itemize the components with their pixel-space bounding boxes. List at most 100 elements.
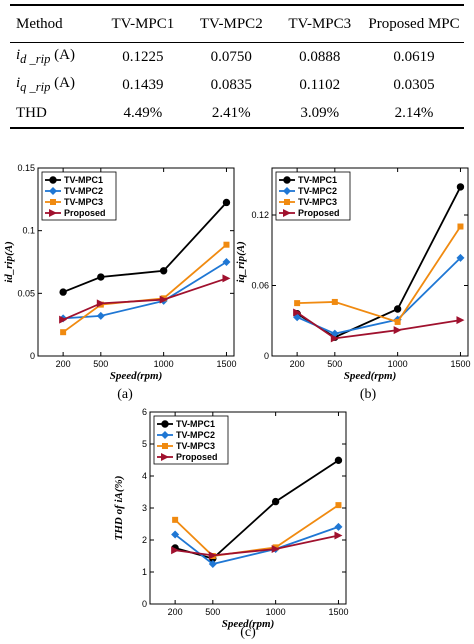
table-cell: 4.49% bbox=[98, 99, 188, 129]
series-tv-mpc2 bbox=[59, 258, 231, 323]
legend-label: Proposed bbox=[64, 208, 106, 218]
table-row-label: id _rip (A) bbox=[10, 43, 99, 72]
legend-label: TV-MPC1 bbox=[298, 175, 337, 185]
legend-marker bbox=[284, 199, 290, 205]
y-tick-label: 2 bbox=[142, 535, 147, 545]
x-tick-label: 1500 bbox=[216, 359, 236, 369]
legend-label: TV-MPC3 bbox=[64, 197, 103, 207]
legend-label: TV-MPC2 bbox=[176, 430, 215, 440]
y-axis-label: THD of iA(%) bbox=[113, 476, 125, 541]
y-tick-label: 1 bbox=[142, 567, 147, 577]
data-point-proposed bbox=[208, 551, 217, 560]
legend-marker bbox=[50, 199, 56, 205]
data-point-tv-mpc2 bbox=[456, 253, 465, 262]
table-header-method: Method bbox=[10, 5, 99, 43]
figure-caption: (c) bbox=[240, 625, 256, 640]
param-unit: (A) bbox=[54, 47, 75, 63]
data-point-tv-mpc1 bbox=[159, 267, 168, 275]
series-line-tv-mpc3 bbox=[297, 226, 462, 323]
param-subscript: d _rip bbox=[20, 52, 51, 66]
y-tick-label: 3 bbox=[142, 503, 147, 513]
table-cell: 0.0619 bbox=[393, 48, 435, 65]
table-cell: 0.0888 bbox=[299, 48, 341, 65]
legend-marker bbox=[161, 420, 169, 428]
data-point-proposed bbox=[456, 316, 465, 325]
series-line-tv-mpc3 bbox=[62, 244, 228, 333]
results-table: Method TV-MPC1 TV-MPC2 TV-MPC3 Proposed … bbox=[10, 4, 464, 129]
chart-2: 0 0.06 0.12 200 500 1000 1500 Speed(rpm) iq_rip(… bbox=[235, 167, 470, 402]
series-line-tv-mpc2 bbox=[63, 261, 227, 320]
legend-label: Proposed bbox=[176, 452, 218, 462]
chart-1: 0 0.05 0.1 0.15 200 500 1000 1500 Speed(rpm) id_r… bbox=[3, 163, 236, 402]
data-point-tv-mpc3 bbox=[394, 318, 401, 325]
legend-label: TV-MPC1 bbox=[176, 419, 215, 429]
data-point-tv-mpc3 bbox=[335, 502, 342, 509]
y-tick-label: 0.05 bbox=[17, 288, 35, 298]
legend-label: TV-MPC1 bbox=[64, 175, 103, 185]
data-point-proposed bbox=[393, 326, 402, 335]
x-tick-label: 200 bbox=[56, 359, 71, 369]
legend-marker bbox=[49, 187, 57, 195]
data-point-tv-mpc3 bbox=[457, 223, 464, 230]
x-axis-label: Speed(rpm) bbox=[110, 370, 163, 382]
data-point-proposed bbox=[271, 544, 280, 553]
legend-marker bbox=[161, 453, 169, 461]
table-cell: 0.0305 bbox=[393, 76, 435, 93]
legend-marker bbox=[283, 209, 291, 217]
data-point-tv-mpc2 bbox=[96, 311, 105, 320]
table-row-label: iq _rip (A) bbox=[10, 71, 99, 99]
data-point-tv-mpc1 bbox=[334, 456, 343, 465]
y-tick-label: 0.1 bbox=[22, 226, 35, 236]
data-point-tv-mpc1 bbox=[59, 288, 67, 296]
data-point-proposed bbox=[59, 315, 68, 324]
series-proposed bbox=[171, 531, 343, 560]
legend-label: TV-MPC3 bbox=[176, 441, 215, 451]
plot-frame bbox=[37, 167, 235, 357]
data-point-tv-mpc2 bbox=[208, 560, 217, 568]
series-tv-mpc1 bbox=[171, 456, 343, 563]
data-point-tv-mpc3 bbox=[60, 329, 67, 336]
table-header-proposed: Proposed MPC bbox=[364, 5, 464, 43]
table-header-row: Method TV-MPC1 TV-MPC2 TV-MPC3 Proposed … bbox=[10, 5, 464, 43]
x-tick-label: 1500 bbox=[328, 607, 348, 617]
data-point-proposed bbox=[222, 274, 231, 283]
data-point-tv-mpc2 bbox=[222, 258, 231, 266]
data-point-tv-mpc3 bbox=[294, 300, 301, 307]
data-point-proposed bbox=[96, 299, 105, 308]
figure-caption: (b) bbox=[360, 387, 377, 402]
series-proposed bbox=[293, 308, 465, 343]
param-symbol: i bbox=[16, 47, 21, 63]
param-subscript: q _rip bbox=[20, 80, 51, 94]
series-proposed bbox=[59, 274, 231, 324]
x-tick-label: 1000 bbox=[388, 359, 408, 369]
series-line-tv-mpc2 bbox=[174, 526, 339, 565]
chart-3: 0 1 2 3 4 5 6 200 500 1000 1500 Speed(rpm) THD of iA… bbox=[113, 407, 348, 640]
x-axis-label: Speed(rpm) bbox=[344, 370, 397, 382]
legend-marker bbox=[283, 187, 291, 195]
y-tick-label: 0 bbox=[142, 599, 147, 609]
data-point-tv-mpc2 bbox=[171, 530, 180, 539]
data-point-tv-mpc1 bbox=[222, 198, 231, 207]
table-cell: 0.0750 bbox=[210, 48, 252, 65]
table-header-tv-mpc3: TV-MPC3 bbox=[275, 5, 364, 43]
data-point-tv-mpc3 bbox=[172, 516, 179, 523]
data-point-proposed bbox=[293, 308, 302, 317]
series-line-proposed bbox=[296, 311, 461, 340]
x-tick-label: 1000 bbox=[266, 607, 286, 617]
y-tick-label: 0 bbox=[30, 351, 35, 361]
param-unit: (A) bbox=[54, 75, 75, 91]
table-cell: 2.41% bbox=[187, 99, 276, 129]
legend-marker bbox=[161, 431, 169, 439]
y-tick-label: 4 bbox=[142, 471, 147, 481]
param-symbol: i bbox=[16, 75, 21, 91]
x-tick-label: 500 bbox=[205, 607, 220, 617]
series-tv-mpc2 bbox=[171, 522, 343, 568]
table-row: iq _rip (A) 0.1439 0.0835 0.1102 0.0305 bbox=[10, 71, 464, 99]
y-tick-label: 5 bbox=[142, 439, 147, 449]
legend-label: TV-MPC3 bbox=[298, 197, 337, 207]
x-tick-label: 1500 bbox=[450, 359, 470, 369]
data-point-tv-mpc1 bbox=[271, 497, 280, 506]
